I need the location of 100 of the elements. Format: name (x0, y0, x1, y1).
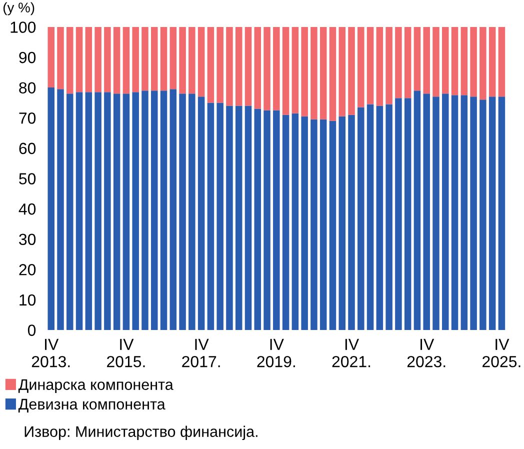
bar (310, 119, 318, 330)
legend-label: Девизна компонента (18, 398, 166, 412)
text: Извор: Министарство финансија. (24, 426, 258, 440)
bar (460, 26, 468, 96)
bar (480, 26, 486, 100)
bar (488, 26, 496, 97)
bar (376, 106, 384, 330)
bar (432, 96, 440, 330)
bar (254, 108, 262, 330)
bar (366, 26, 374, 104)
bar (329, 26, 336, 121)
bar (264, 26, 270, 110)
bar (179, 26, 186, 94)
bar (160, 26, 168, 91)
y-tick-label: 80 (19, 82, 36, 94)
bar (66, 26, 74, 94)
bar (301, 116, 308, 330)
bar (423, 26, 430, 94)
bar (198, 96, 205, 330)
y-tick-label: 100 (10, 22, 36, 33)
bar (235, 106, 242, 330)
bar (113, 94, 120, 330)
bar (282, 26, 290, 115)
bar (498, 26, 506, 97)
y-tick-label: 90 (19, 52, 36, 64)
bar (301, 26, 308, 116)
bar (329, 120, 336, 330)
bar (254, 26, 262, 109)
bar (338, 26, 346, 116)
bar (235, 26, 242, 106)
bar (85, 92, 92, 330)
bar (395, 26, 402, 98)
bar (386, 104, 392, 330)
bar (244, 106, 252, 330)
y-tick-label: 70 (19, 112, 36, 124)
bar (414, 26, 421, 91)
bar (76, 26, 83, 92)
bar (395, 98, 402, 330)
bar (57, 26, 64, 90)
bar (160, 90, 168, 330)
y-tick-label: 40 (18, 203, 36, 215)
bar (142, 26, 148, 91)
bar (207, 26, 214, 103)
bar (244, 26, 252, 106)
bar (273, 110, 280, 330)
bar (348, 26, 355, 115)
y-tick-label: 20 (19, 264, 36, 276)
bar (338, 116, 346, 330)
x-tick-label: IV 2013. (32, 338, 70, 368)
bar (113, 26, 120, 94)
y-tick-label: 0 (28, 324, 36, 336)
x-tick-label: IV 2023. (407, 338, 446, 368)
bar (94, 26, 102, 92)
bar (310, 26, 318, 120)
bar (188, 94, 196, 330)
bar (320, 119, 327, 330)
bar (320, 26, 327, 120)
bar (386, 26, 392, 104)
bar (423, 94, 430, 330)
bar (348, 114, 355, 330)
bar (442, 94, 449, 330)
bar (142, 90, 148, 330)
bar (292, 113, 299, 330)
x-tick-label: IV 2025. (482, 338, 520, 368)
x-tick-label: IV 2015. (107, 338, 145, 368)
bar (376, 26, 384, 106)
bar (132, 92, 139, 330)
bar (358, 26, 364, 108)
bar (132, 26, 139, 92)
bar (104, 92, 111, 330)
bar (366, 104, 374, 330)
bar (404, 98, 412, 330)
bar (207, 102, 214, 330)
bar (104, 26, 111, 92)
legend-label: Динарска компонента (18, 379, 174, 394)
y-tick-label: 50 (19, 173, 36, 184)
bar (216, 102, 224, 330)
y-tick-label: 30 (19, 234, 36, 246)
bar (216, 26, 224, 103)
bar (122, 94, 130, 330)
bar (414, 90, 421, 330)
bar (170, 26, 177, 90)
bar (66, 94, 74, 330)
bar (48, 88, 54, 330)
bar (57, 89, 64, 330)
bar (442, 26, 449, 94)
bar (470, 96, 477, 330)
bar (480, 100, 486, 330)
bar (470, 26, 477, 97)
bar (282, 114, 290, 330)
bar (451, 95, 458, 330)
x-tick-label: IV 2019. (257, 338, 295, 368)
bar (498, 96, 506, 330)
bar (264, 110, 270, 330)
x-tick-label: IV 2017. (182, 338, 220, 368)
bar (292, 26, 299, 114)
y-axis-title: (у %) (3, 2, 34, 16)
bar (150, 26, 158, 91)
bar (48, 26, 54, 88)
y-tick-label: 10 (20, 294, 36, 306)
